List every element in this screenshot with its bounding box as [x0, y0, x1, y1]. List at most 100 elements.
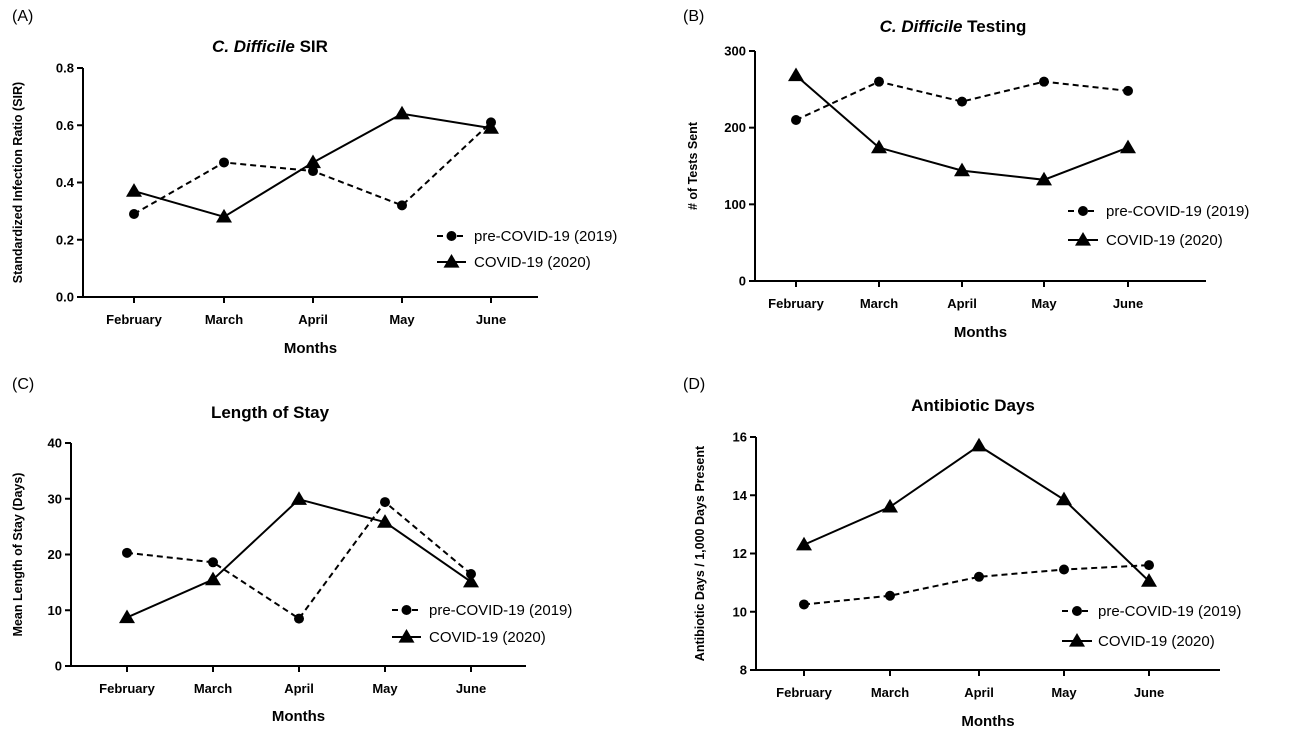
series-pre-covid-2019 [799, 560, 1154, 610]
data-point-circle [129, 208, 139, 219]
legend-item: COVID-19 (2020) [1062, 633, 1215, 650]
data-point-triangle [305, 154, 321, 169]
y-tick-label: 0.0 [56, 290, 74, 305]
y-tick-label: 20 [48, 547, 62, 562]
data-point-triangle [291, 491, 307, 505]
legend-marker [1072, 606, 1082, 616]
data-point-triangle [377, 514, 393, 528]
legend-label: pre-COVID-19 (2019) [1106, 203, 1249, 220]
x-tick-label: May [372, 681, 398, 696]
x-tick-label: April [947, 296, 977, 311]
series-line [795, 80, 1129, 121]
y-axis-label: # of Tests Sent [686, 121, 700, 210]
chart-panel-d: (D) Antibiotic Days 8 10 12 14 16 February March… [683, 376, 1241, 730]
legend-marker [401, 605, 412, 615]
legend-marker [443, 254, 460, 268]
legend-label: pre-COVID-19 (2019) [1098, 603, 1241, 620]
series-line [803, 444, 1150, 582]
y-tick-label: 10 [48, 603, 62, 618]
y-tick-label: 12 [733, 546, 747, 561]
data-point-circle [791, 115, 801, 125]
legend-item: pre-COVID-19 (2019) [437, 228, 617, 245]
legend-item: COVID-19 (2020) [437, 254, 591, 271]
data-point-circle [1039, 76, 1049, 87]
data-point-triangle [1120, 139, 1136, 154]
legend-item: pre-COVID-19 (2019) [1068, 203, 1249, 220]
data-point-circle [957, 96, 967, 107]
data-point-triangle [971, 437, 987, 452]
data-point-circle [799, 599, 809, 610]
y-tick-label: 0.6 [56, 118, 74, 133]
series-line [803, 564, 1150, 606]
data-point-triangle [394, 105, 410, 120]
chart-title: C. Difficile SIR [212, 37, 328, 56]
legend-marker [1078, 206, 1088, 216]
legend-item: pre-COVID-19 (2019) [392, 602, 572, 619]
y-tick-label: 40 [48, 436, 62, 451]
series-pre-covid-2019 [129, 117, 496, 219]
x-tick-label: February [106, 312, 162, 327]
data-point-circle [1123, 85, 1133, 96]
legend: pre-COVID-19 (2019) COVID-19 (2020) [1062, 603, 1241, 650]
data-point-triangle [119, 609, 135, 624]
x-axis-label: Months [954, 324, 1007, 341]
x-tick-label: May [389, 312, 415, 327]
series-covid-2020 [796, 437, 1157, 587]
y-tick-label: 0.8 [56, 61, 74, 76]
x-tick-label: June [456, 681, 486, 696]
legend-item: COVID-19 (2020) [1068, 232, 1223, 249]
panel-letter: (A) [12, 8, 33, 25]
x-tick-label: June [476, 312, 506, 327]
legend-marker [398, 629, 415, 643]
x-tick-label: March [194, 681, 232, 696]
y-tick-label: 30 [48, 491, 62, 506]
legend-marker [1069, 633, 1085, 647]
data-point-triangle [216, 208, 232, 223]
y-tick-label: 300 [724, 44, 746, 59]
x-axis-label: Months [284, 340, 337, 357]
data-point-triangle [871, 139, 887, 154]
panel-letter: (C) [12, 376, 34, 393]
x-tick-label: April [284, 681, 314, 696]
x-tick-label: April [298, 312, 328, 327]
data-point-circle [122, 547, 132, 558]
legend-label: COVID-19 (2020) [1106, 232, 1223, 249]
data-point-triangle [796, 536, 812, 551]
data-point-circle [397, 200, 407, 211]
y-tick-label: 200 [724, 120, 746, 135]
y-axis-label: Antibiotic Days / 1,000 Days Present [693, 445, 707, 661]
y-tick-label: 16 [733, 430, 747, 445]
series-pre-covid-2019 [791, 76, 1133, 125]
y-axis-label: Standardized Infection Ratio (SIR) [11, 82, 25, 283]
chart-panel-c: (C) Length of Stay 0 10 20 30 40 February March A… [11, 376, 572, 725]
data-point-circle [380, 497, 390, 508]
chart-panel-a: (A) C. Difficile SIR 0.0 0.2 0.4 0.6 0.8 Februa… [11, 8, 617, 357]
y-tick-label: 0 [739, 274, 746, 289]
data-point-triangle [1056, 491, 1072, 506]
panel-letter: (B) [683, 8, 704, 25]
y-axis-label: Mean Length of Stay (Days) [11, 473, 25, 637]
chart-title-italic: C. Difficile [880, 17, 963, 36]
panel-letter: (D) [683, 376, 705, 393]
y-tick-label: 14 [733, 488, 748, 503]
x-axis-label: Months [272, 708, 325, 725]
chart-title: C. Difficile Testing [880, 17, 1027, 36]
series-covid-2020 [788, 67, 1136, 186]
legend-marker [446, 231, 457, 241]
legend-item: COVID-19 (2020) [392, 629, 546, 646]
data-point-triangle [463, 573, 479, 588]
y-tick-label: 100 [724, 197, 746, 212]
chart-title-rest: Length of Stay [211, 403, 330, 422]
x-tick-label: April [964, 685, 994, 700]
legend-label: pre-COVID-19 (2019) [474, 228, 617, 245]
data-point-triangle [1036, 171, 1052, 186]
y-tick-label: 8 [740, 663, 747, 678]
x-tick-label: February [776, 685, 832, 700]
data-point-circle [1144, 560, 1154, 571]
series-line [126, 500, 472, 620]
chart-panel-b: (B) C. Difficile Testing 0 100 200 300 Februar… [683, 8, 1249, 341]
data-point-circle [308, 166, 318, 177]
y-tick-label: 10 [733, 604, 747, 619]
data-point-triangle [788, 67, 804, 82]
